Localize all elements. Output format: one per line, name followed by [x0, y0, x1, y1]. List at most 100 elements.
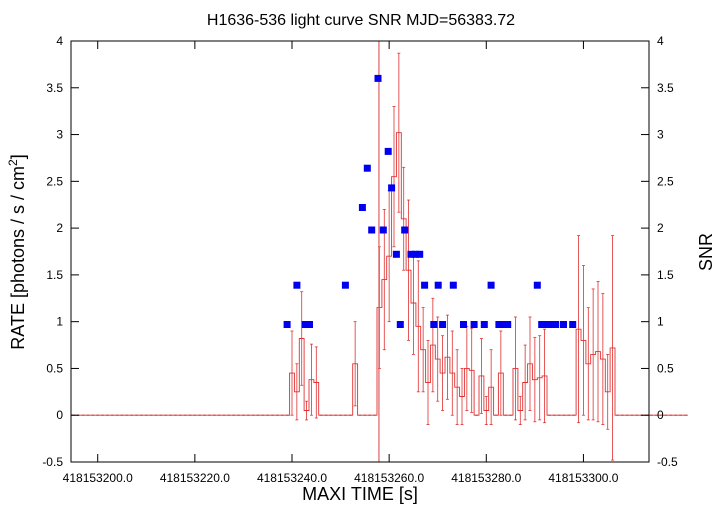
rate-error-bar — [445, 314, 449, 400]
y2-tick-label: 1 — [657, 315, 664, 329]
snr-point — [392, 250, 400, 258]
snr-point — [439, 321, 447, 328]
rate-error-bar — [305, 400, 309, 421]
snr-point — [379, 226, 387, 234]
rate-error-bar — [397, 52, 401, 213]
snr-point — [495, 321, 503, 328]
snr-point — [374, 74, 382, 82]
rate-error-bar — [309, 343, 313, 416]
snr-point — [533, 281, 541, 289]
rate-error-bar — [416, 260, 420, 393]
plot-area — [71, 41, 688, 462]
x-tick-label: 418153220.0 — [160, 471, 230, 485]
rate-error-bar — [407, 199, 411, 341]
snr-point — [401, 226, 409, 234]
snr-point — [560, 321, 567, 328]
y2-tick-label: 4 — [657, 34, 664, 48]
rate-error-bar — [543, 328, 547, 424]
snr-point — [460, 321, 467, 328]
snr-point — [388, 184, 396, 192]
snr-point — [306, 321, 313, 328]
snr-point — [363, 164, 371, 172]
rate-error-bar — [479, 338, 483, 414]
rate-error-bar — [528, 316, 532, 411]
rate-error-bar — [421, 307, 425, 393]
rate-error-bar — [523, 344, 527, 421]
snr-point — [368, 226, 376, 234]
rate-error-bar — [484, 396, 488, 425]
rate-error-bar — [489, 349, 493, 425]
x-tick-label: 418153300.0 — [548, 471, 618, 485]
snr-point — [407, 250, 415, 258]
rate-error-bar — [460, 368, 464, 425]
snr-point — [547, 321, 555, 328]
rate-error-bar — [295, 363, 299, 421]
y-axis-title-main: RATE [photons / s / cm — [8, 166, 28, 350]
rate-error-bar — [455, 349, 459, 425]
y-tick-label: 4 — [56, 34, 63, 48]
snr-point — [569, 321, 577, 328]
y-tick-label: 2.5 — [46, 174, 63, 188]
rate-error-bar — [470, 327, 474, 413]
y-tick-label: 1 — [56, 315, 63, 329]
y2-tick-label: 0 — [657, 408, 664, 422]
rate-error-bar — [533, 337, 537, 423]
snr-point — [341, 281, 349, 289]
y2-tick-label: 0.5 — [657, 361, 674, 375]
y-axis-title: RATE [photons / s / cm2] — [6, 154, 28, 349]
y2-tick-label: 1.5 — [657, 268, 674, 282]
y-tick-label: 0.5 — [46, 361, 63, 375]
rate-error-bar — [513, 316, 517, 421]
rate-error-bar — [601, 293, 605, 425]
rate-error-bar — [436, 316, 440, 402]
rate-histogram — [71, 132, 688, 416]
x-tick-label: 418153200.0 — [63, 471, 133, 485]
y-tick-label: 2 — [56, 221, 63, 235]
snr-point — [470, 321, 478, 328]
y2-tick-label: 2 — [657, 221, 664, 235]
y-axis-left: -0.5 0 0.5 1 1.5 2 2.5 3 3.5 4 — [42, 34, 79, 469]
rate-error-bar — [441, 335, 445, 411]
y-tick-label: 1.5 — [46, 268, 63, 282]
snr-point — [504, 321, 512, 328]
rate-error-bar — [538, 335, 542, 421]
rate-error-bar — [499, 330, 503, 416]
snr-point — [449, 281, 457, 289]
plot-frame — [70, 40, 650, 463]
x-tick-label: 418153280.0 — [451, 471, 521, 485]
rate-error-bar — [300, 291, 304, 386]
y-axis-title-sup: 2 — [6, 159, 20, 166]
x-tick-label: 418153240.0 — [257, 471, 327, 485]
rate-error-bar — [596, 281, 600, 423]
snr-point — [293, 281, 301, 289]
rate-error-bar — [581, 265, 585, 416]
y-tick-label: 0 — [56, 408, 63, 422]
x-tick-label: 418153260.0 — [354, 471, 424, 485]
y-tick-label: 3 — [56, 128, 63, 142]
rate-error-bar — [392, 106, 396, 248]
snr-point — [499, 321, 507, 328]
y2-tick-label: 3.5 — [657, 81, 674, 95]
y2-tick-label: -0.5 — [657, 455, 678, 469]
snr-point — [301, 321, 309, 328]
rate-error-bar — [611, 235, 615, 461]
snr-point — [480, 321, 488, 328]
snr-point — [552, 321, 560, 328]
snr-point — [421, 281, 429, 289]
y-tick-label: 3.5 — [46, 81, 63, 95]
snr-point — [396, 321, 404, 328]
rate-error-bar — [402, 166, 406, 271]
rate-error-bar — [314, 346, 318, 419]
rate-error-bar — [518, 396, 522, 425]
snr-point — [358, 204, 366, 211]
y-axis-title-end: ] — [8, 154, 28, 159]
snr-point — [542, 321, 550, 328]
rate-error-bar — [577, 235, 581, 424]
snr-point — [411, 250, 419, 258]
y2-tick-label: 3 — [657, 128, 664, 142]
y2-tick-label: 2.5 — [657, 174, 674, 188]
snr-point — [434, 281, 442, 289]
y2-axis-title: SNR — [696, 233, 716, 271]
